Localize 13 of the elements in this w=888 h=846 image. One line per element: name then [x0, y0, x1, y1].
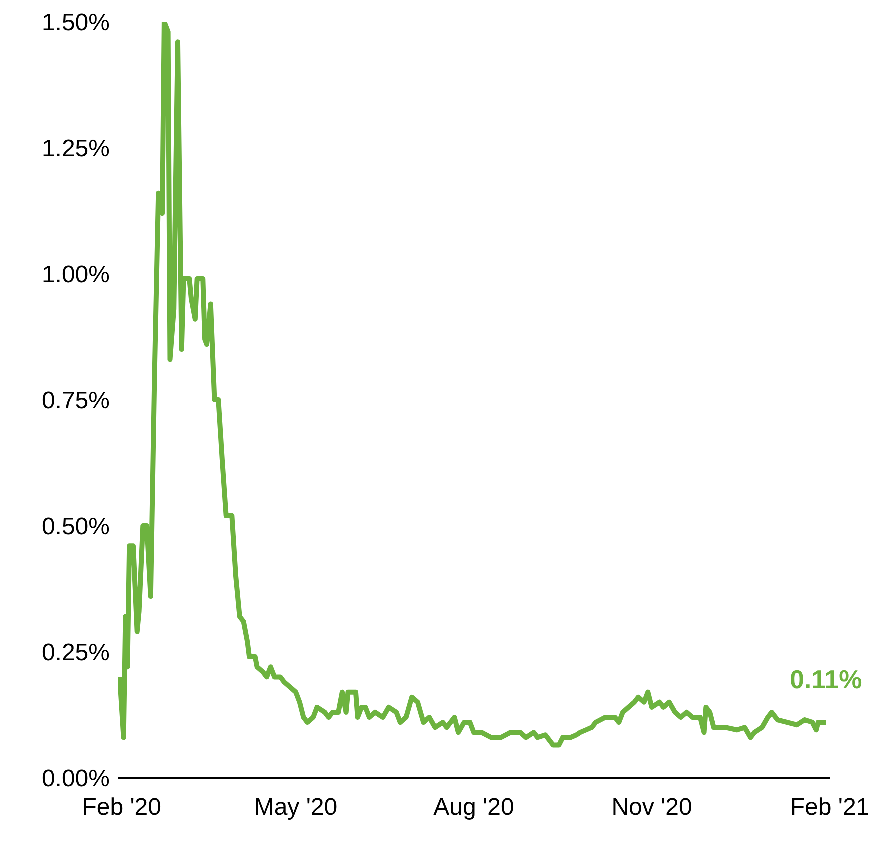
annotation: 0.11%: [790, 664, 862, 695]
y-tick-label: 0.00%: [42, 766, 110, 793]
y-tick-label: 0.25%: [42, 640, 110, 667]
x-tick-label: May '20: [254, 794, 338, 822]
y-tick-label: 1.00%: [42, 262, 110, 289]
x-tick-label: Aug '20: [434, 794, 514, 822]
x-tick-label: Feb '21: [790, 794, 870, 822]
x-tick-label: Nov '20: [612, 794, 692, 822]
y-tick-label: 1.50%: [42, 10, 110, 37]
y-tick-label: 0.50%: [42, 514, 110, 541]
y-tick-label: 1.25%: [42, 136, 110, 163]
y-tick-label: 0.75%: [42, 388, 110, 415]
x-tick-label: Feb '20: [82, 794, 162, 822]
